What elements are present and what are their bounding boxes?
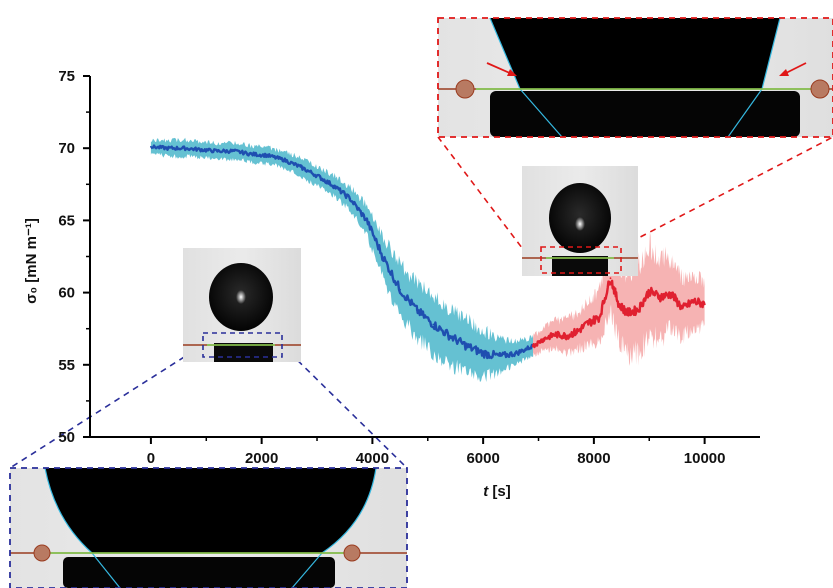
series-2-point [598, 316, 601, 318]
y-axis-title: σ₀ [mN m⁻¹] [23, 218, 40, 304]
arrow-left-icon [486, 62, 517, 76]
x-tick-label: 2000 [245, 450, 278, 467]
series-1-point [166, 147, 169, 150]
y-ticks: 50 55 60 65 70 75 [58, 68, 90, 446]
contact-line-zoom-late [437, 17, 833, 138]
series-1-point [366, 219, 368, 222]
axes: 0 2000 4000 6000 8000 10000 50 55 60 65 70 75 t [s… [23, 68, 760, 500]
series-2-point [637, 309, 640, 311]
x-axis-title: t [s] [483, 483, 511, 500]
pendant-drop-late-photo [522, 166, 638, 276]
connector-lines [9, 136, 833, 469]
series-1-point [216, 150, 219, 153]
series-2-point [532, 345, 534, 347]
pendant-drop-early-photo [183, 248, 301, 362]
series-1-point [465, 345, 468, 347]
series-1-point [399, 288, 401, 291]
y-tick-label: 60 [58, 285, 75, 302]
y-tick-label: 75 [58, 68, 75, 85]
series-1-point [415, 309, 418, 311]
series-1-point [316, 174, 318, 177]
series-2-point [617, 303, 620, 306]
series-1-point [349, 197, 352, 200]
series-2-point [565, 335, 568, 337]
series-1-point [266, 154, 269, 157]
series-1-point [382, 257, 385, 259]
series-1-point [498, 355, 501, 357]
series-lines [150, 144, 706, 360]
series-1-point [199, 148, 202, 151]
series-2-point [626, 311, 628, 314]
contact-line-zoom-early [9, 467, 408, 588]
series-1-point [299, 166, 302, 168]
series-2-point [554, 333, 556, 336]
y-tick-label: 65 [58, 212, 75, 229]
y-tick-label: 50 [58, 429, 75, 446]
series-2-point [648, 290, 651, 293]
series-2-point [543, 337, 545, 340]
series-2-point [587, 322, 590, 324]
series-2-point [609, 277, 612, 280]
series-2-point [659, 296, 662, 298]
series-2-point [576, 330, 579, 333]
x-tick-label: 4000 [356, 450, 389, 467]
x-ticks: 0 2000 4000 6000 8000 10000 [147, 437, 726, 467]
series-1-point [183, 147, 186, 150]
series-2-point [681, 307, 684, 310]
x-tick-label: 8000 [577, 450, 610, 467]
series-1-point [150, 145, 152, 148]
series-1-line [150, 144, 534, 360]
series-1-point [449, 335, 451, 337]
x-tick-label: 6000 [466, 450, 499, 467]
y-tick-label: 70 [58, 140, 75, 157]
x-tick-label: 10000 [684, 450, 726, 467]
x-tick-label: 0 [147, 450, 155, 467]
series-2-point [703, 303, 706, 306]
series-1-point [332, 184, 335, 187]
series-1-band [150, 137, 533, 383]
series-2-point [670, 293, 673, 295]
series-1-point [432, 323, 435, 326]
series-1-point [482, 352, 484, 355]
series-1-point [233, 150, 235, 153]
y-tick-label: 55 [58, 357, 75, 374]
arrow-right-icon [779, 62, 807, 76]
series-1-point [515, 352, 518, 355]
series-2-point [692, 300, 695, 303]
series-1-point [249, 153, 252, 155]
series-1-point [282, 158, 285, 161]
